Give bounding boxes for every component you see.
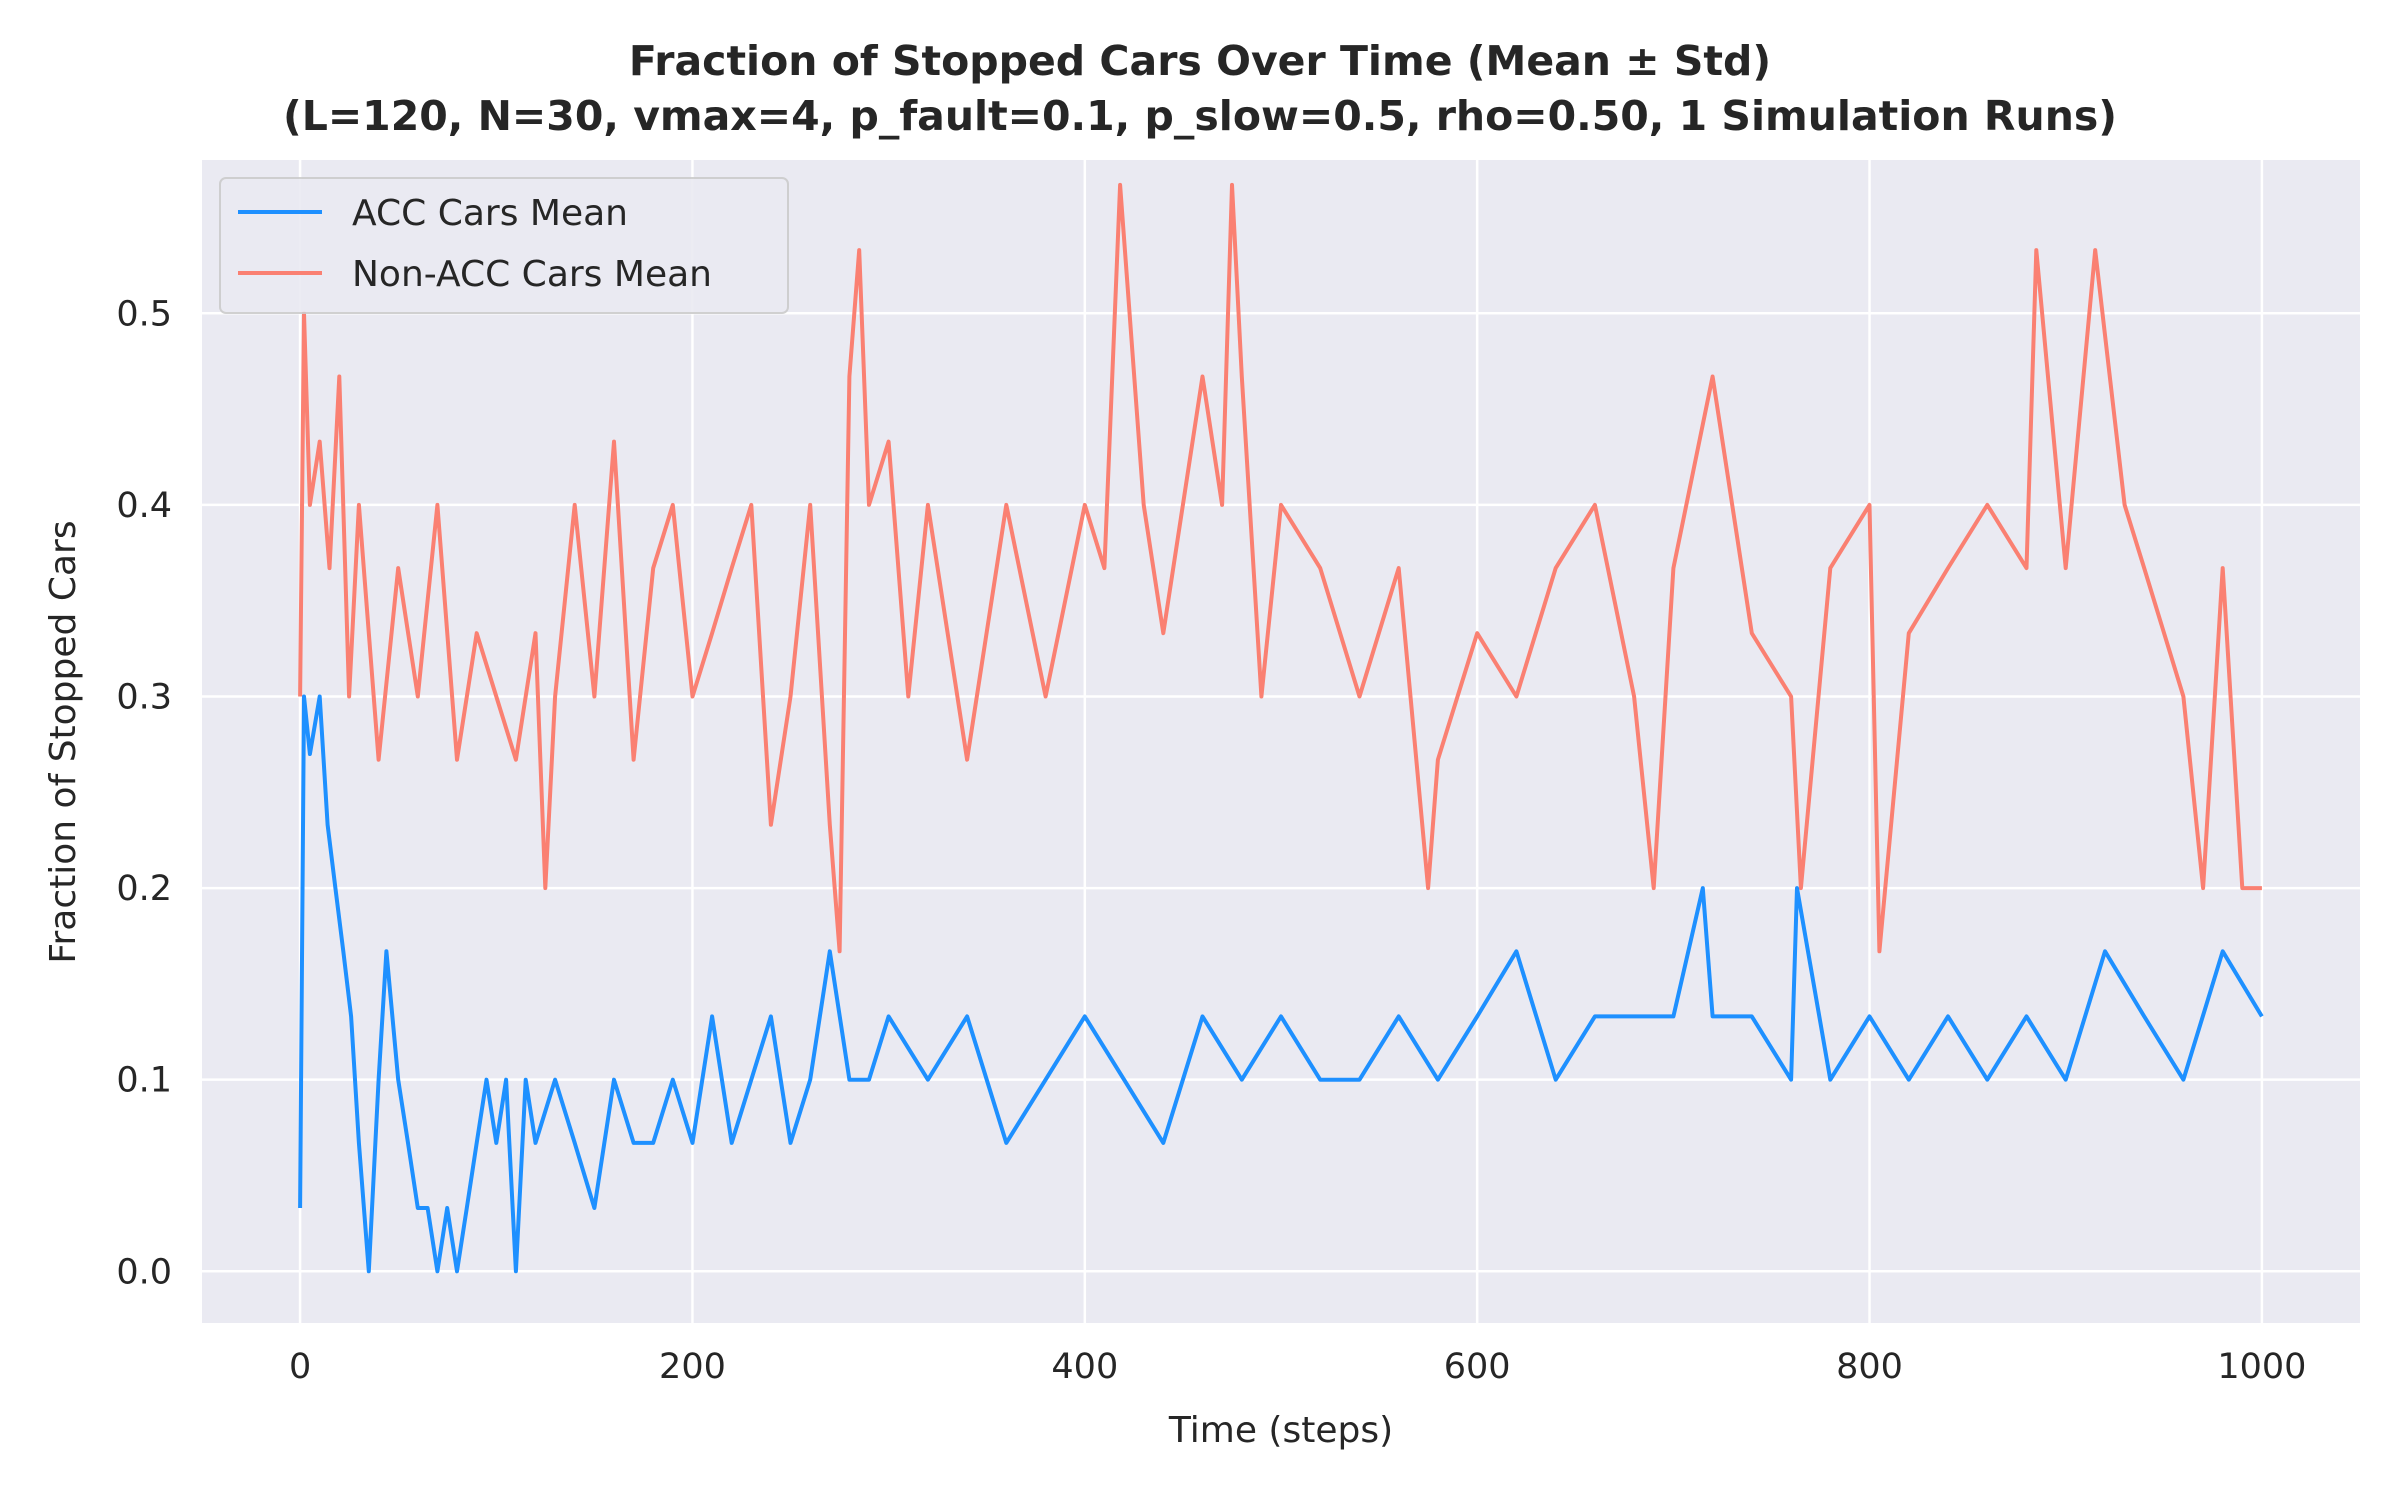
series-line-acc bbox=[298, 694, 2264, 1274]
y-axis-ticks: 0.0 0.1 0.2 0.3 0.4 0.5 bbox=[116, 294, 172, 1292]
y-tick-label: 0.4 bbox=[116, 486, 172, 526]
legend: ACC Cars Mean Non-ACC Cars Mean bbox=[219, 177, 789, 314]
x-tick-label: 200 bbox=[659, 1347, 726, 1387]
plot-area bbox=[202, 160, 2360, 1323]
y-tick-label: 0.1 bbox=[116, 1061, 172, 1101]
y-axis-label: Fraction of Stopped Cars bbox=[43, 520, 84, 963]
legend-box bbox=[219, 177, 789, 314]
y-tick-label: 0.3 bbox=[116, 677, 172, 717]
x-tick-label: 0 bbox=[289, 1347, 311, 1387]
y-tick-label: 0.2 bbox=[116, 869, 172, 909]
legend-label-non-acc: Non-ACC Cars Mean bbox=[352, 254, 712, 295]
x-tick-label: 1000 bbox=[2217, 1347, 2306, 1387]
chart-title: Fraction of Stopped Cars Over Time (Mean… bbox=[629, 37, 1771, 85]
series-lines bbox=[298, 182, 2264, 1274]
x-axis-label: Time (steps) bbox=[1168, 1410, 1393, 1451]
series-line-non-acc bbox=[298, 182, 2262, 954]
x-tick-label: 400 bbox=[1051, 1347, 1118, 1387]
y-tick-label: 0.0 bbox=[116, 1252, 172, 1292]
chart-subtitle: (L=120, N=30, vmax=4, p_fault=0.1, p_slo… bbox=[283, 92, 2117, 140]
legend-label-acc: ACC Cars Mean bbox=[352, 193, 628, 234]
x-tick-label: 800 bbox=[1836, 1347, 1903, 1387]
x-tick-label: 600 bbox=[1444, 1347, 1511, 1387]
y-tick-label: 0.5 bbox=[116, 294, 172, 334]
x-axis-ticks: 0 200 400 600 800 1000 bbox=[289, 1347, 2306, 1387]
